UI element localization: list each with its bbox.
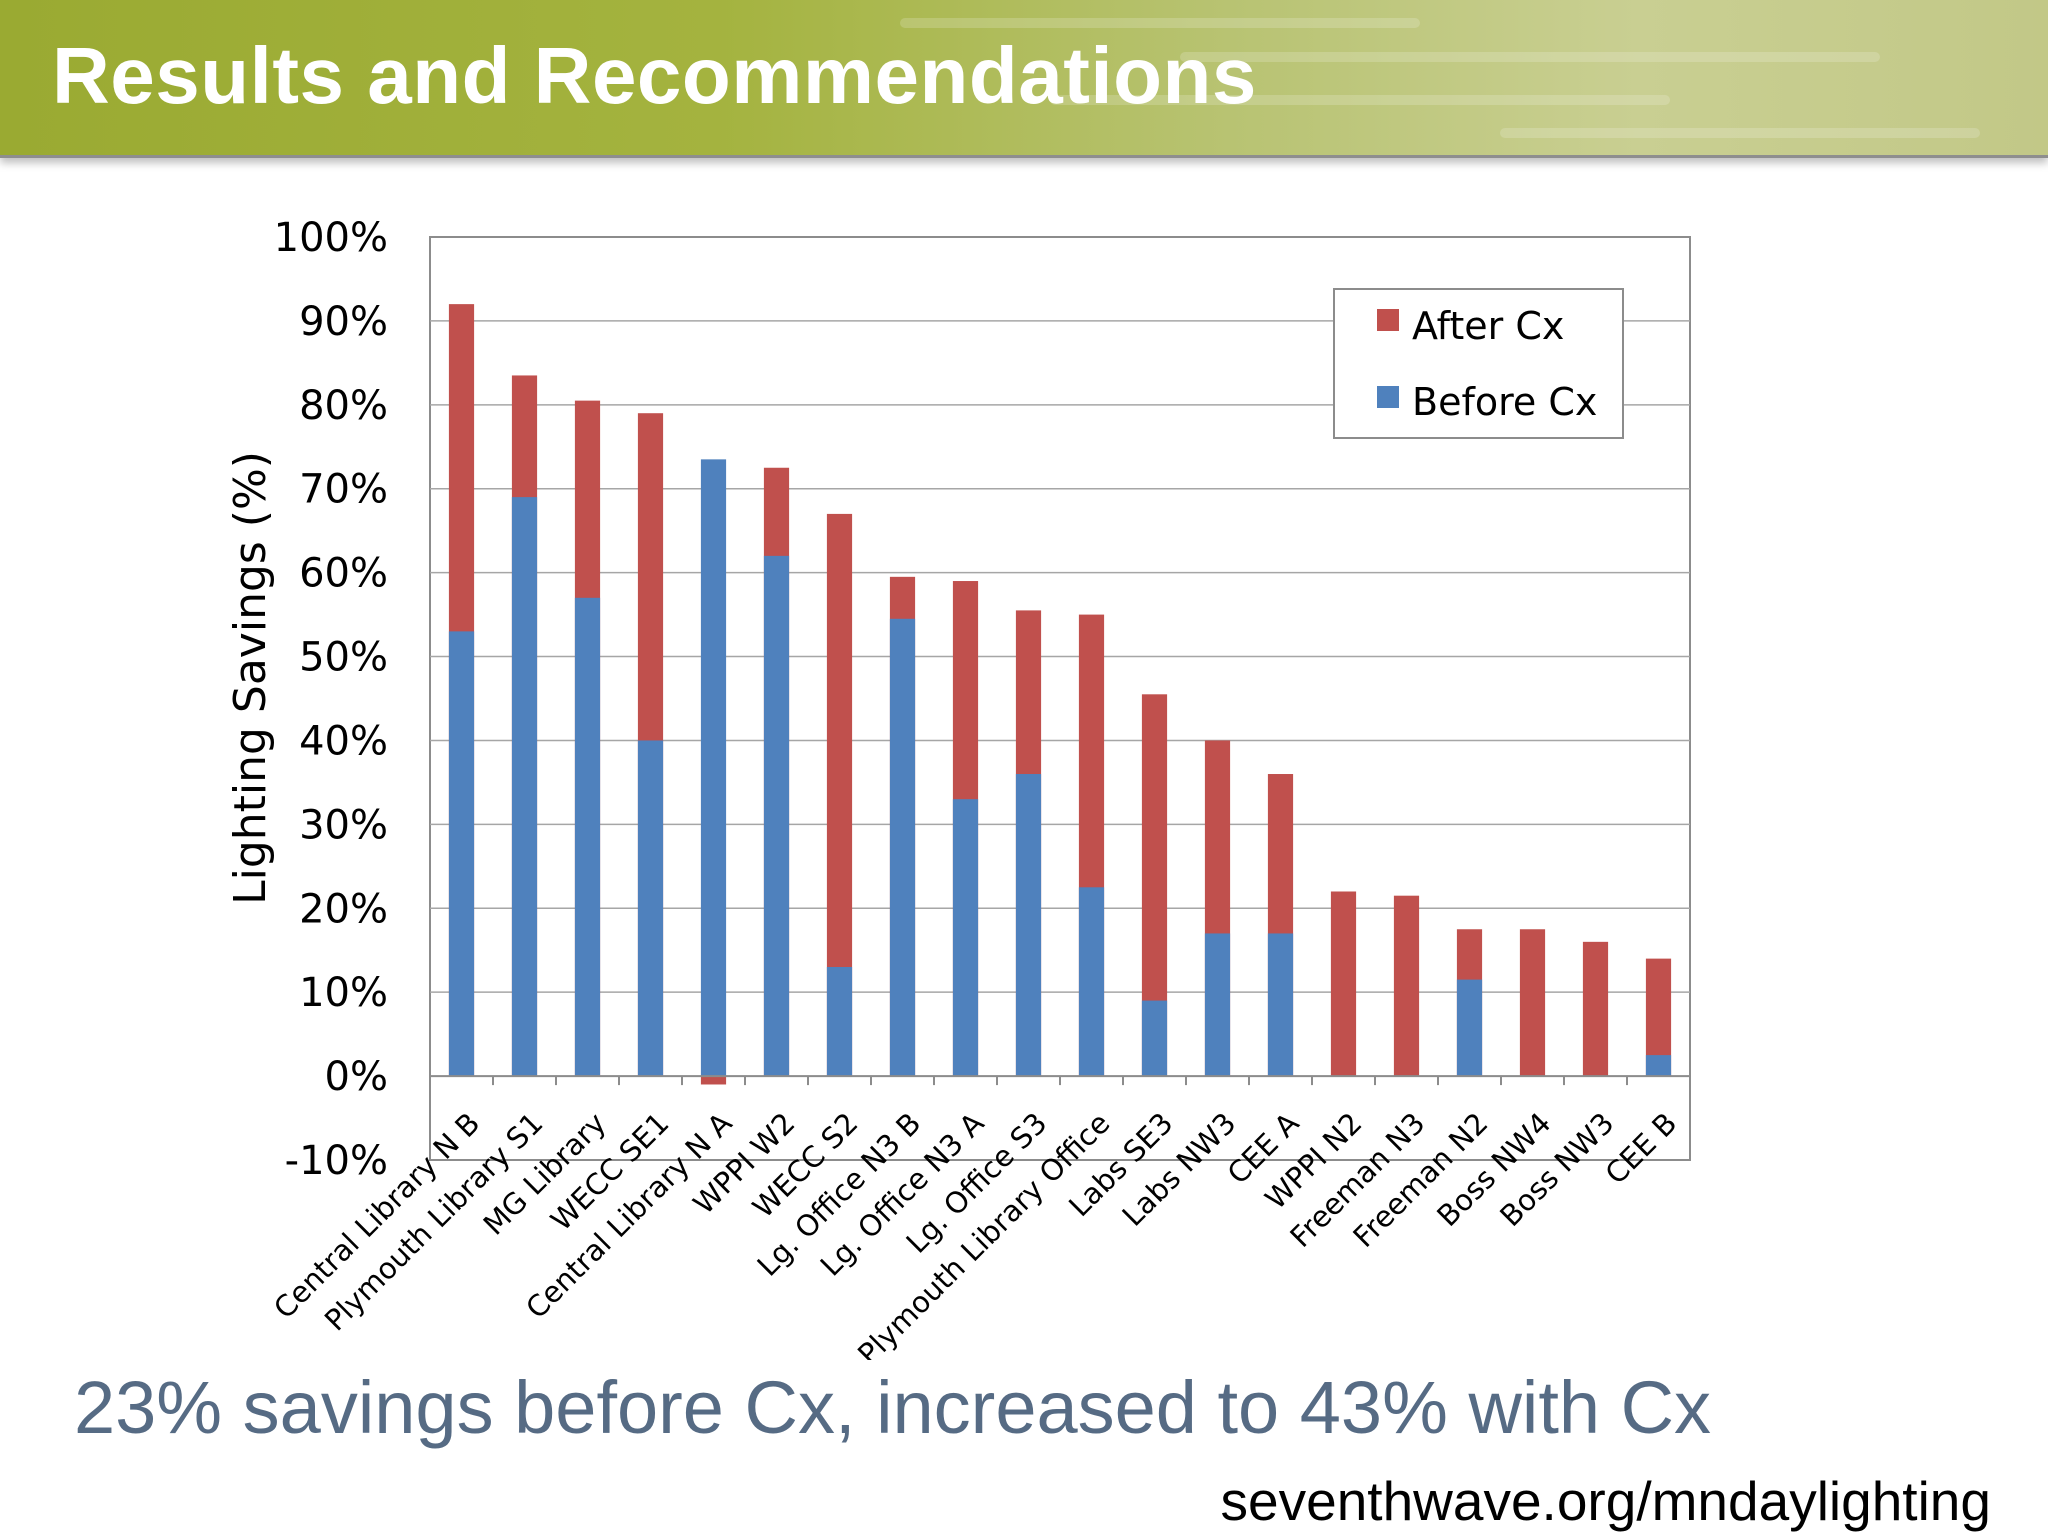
bar-before-cx [574, 597, 601, 1077]
y-tick-label: 90% [299, 299, 388, 345]
bar-before-cx [1456, 979, 1483, 1077]
bar-before-cx [1141, 1000, 1168, 1077]
bar-after-cx [1582, 941, 1609, 1077]
y-tick-label: -10% [285, 1138, 388, 1184]
x-tick-marks [429, 1076, 1691, 1086]
decor-streak [900, 18, 1420, 28]
bar-before-cx [637, 740, 664, 1077]
y-tick-label: 100% [274, 215, 388, 261]
bar-after-cx [1393, 895, 1420, 1077]
bar-before-cx [889, 618, 916, 1077]
bar-before-cx [448, 631, 475, 1077]
y-tick-label: 40% [299, 718, 388, 764]
stacked-bar-chart: 100%90%80%70%60%50%40%30%20%10%0%-10% Ce… [225, 215, 1691, 1360]
title-bar: Results and Recommendations [0, 0, 2048, 158]
slide-title: Results and Recommendations [52, 31, 1257, 120]
decor-streak [1500, 128, 1980, 138]
legend: After Cx Before Cx [1333, 288, 1624, 439]
y-tick-label: 80% [299, 383, 388, 429]
legend-label-before: Before Cx [1412, 380, 1597, 424]
bar-after-cx [700, 1076, 727, 1085]
y-tick-labels: 100% 90% 80% 70% 60% 50% 40% 30% 20% 10% 0% -10% [274, 215, 388, 1184]
bar-before-cx [763, 555, 790, 1077]
legend-swatch-after [1377, 309, 1399, 331]
y-tick-label: 50% [299, 635, 388, 681]
legend-label-after: After Cx [1412, 304, 1564, 348]
y-tick-label: 30% [299, 802, 388, 848]
bar-before-cx [1078, 887, 1105, 1077]
legend-swatch-before [1377, 386, 1399, 408]
source-url: seventhwave.org/mndaylighting [1220, 1470, 1991, 1532]
decor-streak [1180, 52, 1880, 62]
bar-before-cx [1267, 933, 1294, 1077]
summary-caption: 23% savings before Cx, increased to 43% … [74, 1366, 1712, 1449]
bars [448, 304, 1672, 1085]
y-tick-label: 10% [299, 970, 388, 1016]
y-tick-label: 20% [299, 886, 388, 932]
bar-before-cx [700, 459, 727, 1077]
bar-before-cx [826, 967, 853, 1077]
bar-before-cx [1645, 1055, 1672, 1077]
y-tick-label: 0% [325, 1054, 388, 1100]
bar-after-cx [1519, 929, 1546, 1077]
bar-before-cx [511, 497, 538, 1077]
bar-before-cx [952, 799, 979, 1077]
y-axis-title: Lighting Savings (%) [225, 451, 276, 905]
bar-before-cx [1015, 774, 1042, 1077]
y-tick-label: 70% [299, 467, 388, 513]
bar-before-cx [1204, 933, 1231, 1077]
decor-streak [1050, 95, 1670, 105]
bar-after-cx [1330, 891, 1357, 1077]
y-tick-label: 60% [299, 551, 388, 597]
